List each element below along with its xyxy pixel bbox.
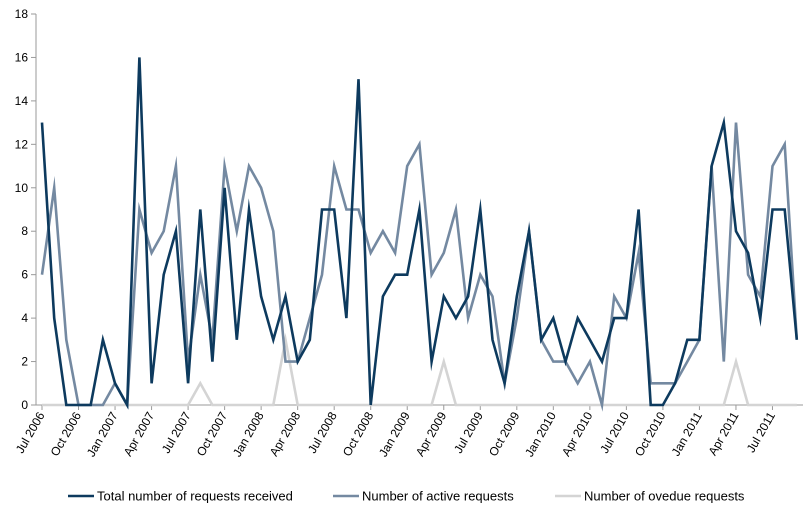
y-tick-label: 12 <box>15 137 29 151</box>
x-tick-label: Jul 2009 <box>451 409 486 456</box>
x-tick-label: Jul 2008 <box>305 409 340 456</box>
x-tick-label: Jan 2011 <box>669 409 706 458</box>
y-tick-label: 4 <box>21 311 28 325</box>
y-tick-label: 10 <box>15 181 29 195</box>
x-tick-label: Jul 2010 <box>597 409 632 456</box>
y-tick-label: 0 <box>21 398 28 412</box>
y-tick-label: 14 <box>15 94 29 108</box>
x-tick-label: Oct 2010 <box>632 409 669 458</box>
x-tick-label: Jan 2009 <box>376 409 413 459</box>
series-lines <box>40 57 799 412</box>
series-line-2 <box>42 332 797 407</box>
axes: 0 2 4 6 8 10 12 14 16 18 Jul 2006 Oct 2006 Jan 2007… <box>13 7 803 459</box>
legend-label-1: Number of active requests <box>362 489 514 504</box>
x-tick-label: Apr 2011 <box>706 409 742 458</box>
x-tick-label: Jan 2010 <box>522 409 559 459</box>
y-tick-label: 6 <box>21 268 28 282</box>
x-tick-label: Apr 2008 <box>267 409 304 458</box>
y-tick-label: 2 <box>21 355 28 369</box>
series-line-0 <box>40 57 799 410</box>
x-tick-label: Jan 2007 <box>84 409 121 459</box>
x-tick-label: Jul 2007 <box>159 409 194 456</box>
legend: Total number of requests received Number … <box>68 489 745 504</box>
x-tick-label: Oct 2008 <box>340 409 377 458</box>
x-tick-label: Apr 2010 <box>559 409 596 458</box>
x-tick-label: Jul 2006 <box>13 409 48 456</box>
x-tick-label: Oct 2006 <box>48 409 85 458</box>
x-tick-label: Oct 2007 <box>194 409 231 458</box>
x-tick-label: Jan 2008 <box>230 409 267 459</box>
x-tick-label: Apr 2007 <box>121 409 158 458</box>
legend-label-2: Number of ovedue requests <box>584 489 745 504</box>
x-tick-label: Oct 2009 <box>486 409 523 458</box>
legend-label-0: Total number of requests received <box>97 489 293 504</box>
y-tick-label: 8 <box>21 224 28 238</box>
y-tick-label: 16 <box>15 50 29 64</box>
y-axis-ticks: 0 2 4 6 8 10 12 14 16 18 <box>15 7 36 412</box>
x-tick-label: Apr 2009 <box>413 409 450 458</box>
y-tick-label: 18 <box>15 7 29 21</box>
x-tick-label: Jul 2011 <box>744 409 779 455</box>
series-line-1 <box>40 122 799 412</box>
x-axis-ticks: Jul 2006 Oct 2006 Jan 2007 Apr 2007 Jul 2007… <box>13 405 778 459</box>
